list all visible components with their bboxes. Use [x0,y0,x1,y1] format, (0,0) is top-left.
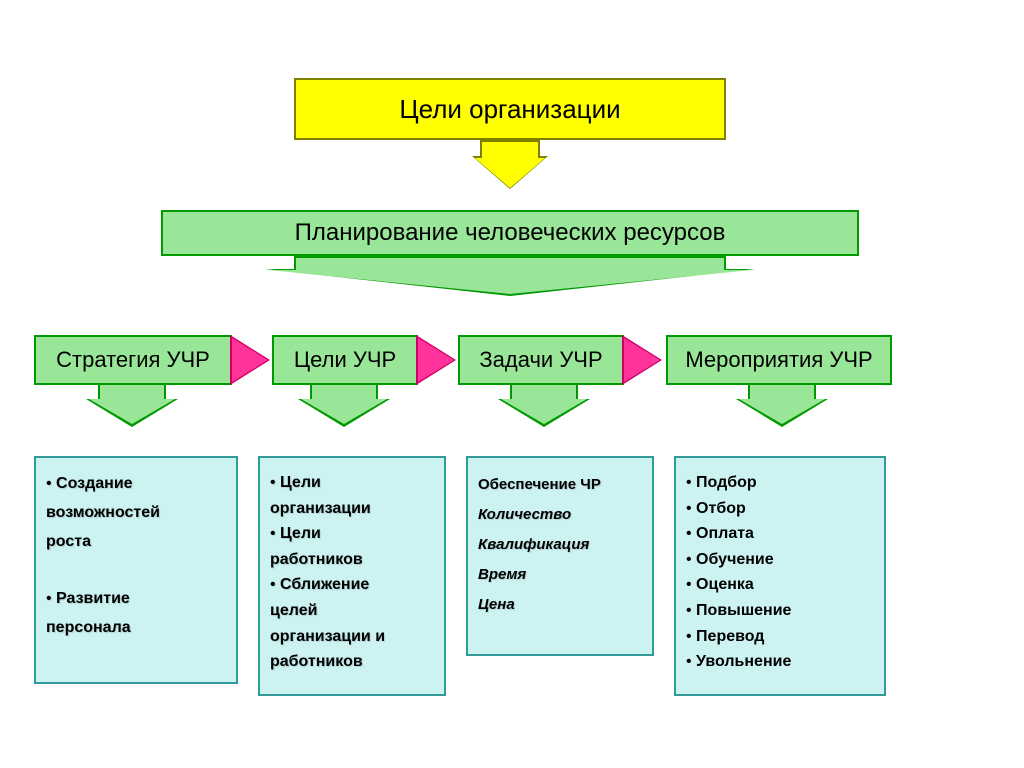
detail-line: роста [46,528,226,557]
detail-line: организации и [270,624,434,650]
arrow-down-icon [100,385,164,399]
row-box-1: Цели УЧР [272,335,418,385]
detail-line: • Отбор [686,496,874,522]
detail-line: • Сближение [270,572,434,598]
row-label: Задачи УЧР [479,347,602,373]
detail-line: • Развитие [46,585,226,614]
arrow-right-icon [624,338,660,382]
arrow-down-icon [89,399,175,424]
arrow-down-icon [750,385,814,399]
detail-line: возможностей [46,499,226,528]
detail-line: • Подбор [686,470,874,496]
planning-box: Планирование человеческих ресурсов [161,210,859,256]
arrow-down-icon [480,140,540,158]
org-goals-box: Цели организации [294,78,726,140]
detail-line: Цена [478,590,642,620]
detail-line [46,556,226,585]
detail-line: Квалификация [478,530,642,560]
detail-line: • Оценка [686,572,874,598]
detail-box-2: Обеспечение ЧРКоличествоКвалификацияВрем… [466,456,654,656]
detail-line: • Цели [270,470,434,496]
detail-line: работников [270,649,434,675]
arrow-right-icon [232,338,268,382]
row-box-2: Задачи УЧР [458,335,624,385]
detail-line: • Обучение [686,547,874,573]
org-goals-label: Цели организации [399,94,620,125]
detail-line: Время [478,560,642,590]
row-box-0: Стратегия УЧР [34,335,232,385]
detail-line: • Перевод [686,624,874,650]
detail-line: • Увольнение [686,649,874,675]
detail-line: Обеспечение ЧР [478,470,642,500]
arrow-right-icon [418,338,454,382]
detail-line: • Цели [270,521,434,547]
arrow-down-icon [501,399,587,424]
arrow-down-icon [301,399,387,424]
detail-line: организации [270,496,434,522]
detail-box-1: • Целиорганизации• Целиработников• Сближ… [258,456,446,696]
detail-line: целей [270,598,434,624]
detail-box-0: • Созданиевозможностейроста • Развитиепе… [34,456,238,684]
arrow-down-icon [739,399,825,424]
arrow-down-icon [268,270,752,294]
arrow-down-icon [312,385,376,399]
detail-line: Количество [478,500,642,530]
arrow-down-icon [475,158,545,188]
row-label: Цели УЧР [294,347,396,373]
detail-line: персонала [46,614,226,643]
detail-line: работников [270,547,434,573]
detail-box-3: • Подбор• Отбор• Оплата• Обучение• Оценк… [674,456,886,696]
detail-line: • Создание [46,470,226,499]
row-label: Мероприятия УЧР [685,347,872,373]
arrow-down-icon [512,385,576,399]
arrow-down-icon [294,256,726,270]
row-box-3: Мероприятия УЧР [666,335,892,385]
row-label: Стратегия УЧР [56,347,210,373]
planning-label: Планирование человеческих ресурсов [295,219,726,247]
detail-line: • Оплата [686,521,874,547]
detail-line: • Повышение [686,598,874,624]
